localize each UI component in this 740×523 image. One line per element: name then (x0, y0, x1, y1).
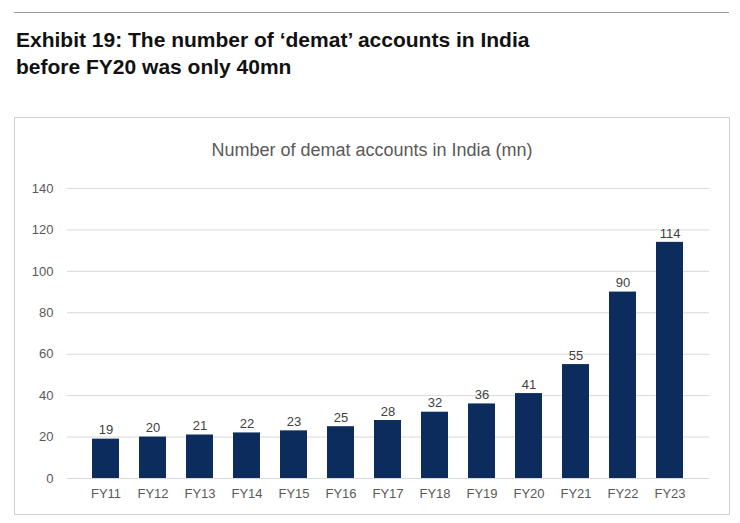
svg-text:FY18: FY18 (419, 486, 450, 501)
svg-text:23: 23 (287, 414, 301, 429)
svg-text:114: 114 (660, 226, 681, 241)
svg-text:22: 22 (240, 416, 254, 431)
svg-text:32: 32 (428, 395, 442, 410)
svg-text:FY11: FY11 (91, 486, 121, 501)
svg-text:0: 0 (46, 471, 53, 486)
svg-text:FY23: FY23 (654, 486, 685, 501)
svg-text:25: 25 (334, 410, 348, 425)
svg-text:FY16: FY16 (325, 486, 356, 501)
svg-text:19: 19 (99, 422, 113, 437)
svg-text:90: 90 (616, 275, 630, 290)
svg-text:20: 20 (39, 429, 53, 444)
svg-text:FY20: FY20 (513, 486, 544, 501)
svg-text:FY14: FY14 (231, 486, 262, 501)
svg-text:140: 140 (32, 181, 54, 196)
svg-text:80: 80 (39, 305, 53, 320)
svg-text:28: 28 (381, 404, 395, 419)
svg-text:FY22: FY22 (607, 486, 638, 501)
svg-text:60: 60 (39, 346, 53, 361)
svg-text:FY19: FY19 (466, 486, 497, 501)
svg-text:FY21: FY21 (560, 486, 591, 501)
svg-text:20: 20 (146, 420, 160, 435)
svg-text:FY13: FY13 (184, 486, 215, 501)
html-text:Number of demat accounts in In: Number of demat accounts in India (mn) (211, 140, 533, 160)
svg-text:FY17: FY17 (372, 486, 403, 501)
svg-text:FY12: FY12 (137, 486, 168, 501)
svg-text:40: 40 (39, 388, 53, 403)
svg-text:55: 55 (569, 348, 583, 363)
svg-text:36: 36 (475, 387, 489, 402)
svg-text:41: 41 (522, 377, 536, 392)
svg-text:21: 21 (193, 418, 207, 433)
svg-text:FY15: FY15 (278, 486, 309, 501)
svg-text:120: 120 (32, 222, 54, 237)
html-text:Exhibit 19: The number of ‘dem: Exhibit 19: The number of ‘demat’ accoun… (16, 28, 530, 78)
svg-text:100: 100 (32, 264, 54, 279)
